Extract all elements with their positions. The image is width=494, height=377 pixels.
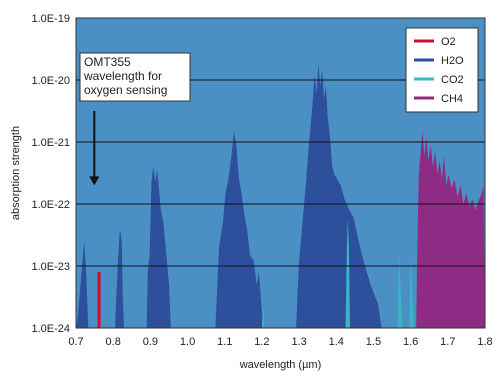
annotation-arrow-head: [89, 176, 100, 186]
y-tick-labels: 1.0E-24 1.0E-23 1.0E-22 1.0E-21 1.0E-20 1.0E-…: [31, 13, 70, 335]
x-tick-label: 1.4: [329, 336, 344, 348]
x-tick-label: 1.0: [180, 336, 195, 348]
x-tick-label: 0.7: [68, 336, 83, 348]
series-area-co2: [261, 217, 415, 328]
y-tick-label: 1.0E-20: [31, 75, 70, 87]
x-tick-label: 1.1: [217, 336, 232, 348]
annotation-line: oxygen sensing: [84, 83, 167, 97]
x-tick-label: 0.9: [143, 336, 158, 348]
y-tick-label: 1.0E-23: [31, 261, 70, 273]
legend-label-co2: CO2: [441, 74, 464, 86]
x-tick-label: 1.6: [403, 336, 418, 348]
annotation: OMT355 wavelength for oxygen sensing: [79, 52, 191, 186]
legend: O2 H2O CO2 CH4: [405, 27, 479, 113]
annotation-line: wavelength for: [83, 69, 162, 83]
x-tick-label: 1.7: [440, 336, 455, 348]
x-tick-label: 1.2: [254, 336, 269, 348]
y-tick-label: 1.0E-24: [31, 323, 70, 335]
series-layer: [76, 64, 485, 328]
series-area-ch4: [416, 131, 485, 328]
y-axis-title: absorption strength: [10, 126, 22, 220]
x-tick-labels: 0.7 0.8 0.9 1.0 1.1 1.2 1.3 1.4 1.5 1.6 1.7 1.8: [68, 336, 492, 348]
x-tick-label: 1.8: [477, 336, 492, 348]
y-tick-label: 1.0E-22: [31, 199, 70, 211]
x-tick-label: 1.3: [291, 336, 306, 348]
series-area-h2o: [76, 64, 382, 328]
x-axis-title: wavelength (µm): [239, 359, 322, 371]
x-tick-label: 0.8: [106, 336, 121, 348]
annotation-line: OMT355: [84, 55, 131, 69]
legend-label-o2: O2: [441, 36, 456, 48]
y-tick-label: 1.0E-19: [31, 13, 70, 25]
plot-frame: [75, 17, 486, 329]
annotation-box: [79, 52, 191, 102]
x-tick-label: 1.5: [366, 336, 381, 348]
y-tick-label: 1.0E-21: [31, 137, 70, 149]
legend-label-h2o: H2O: [441, 55, 464, 67]
legend-label-ch4: CH4: [441, 93, 463, 105]
